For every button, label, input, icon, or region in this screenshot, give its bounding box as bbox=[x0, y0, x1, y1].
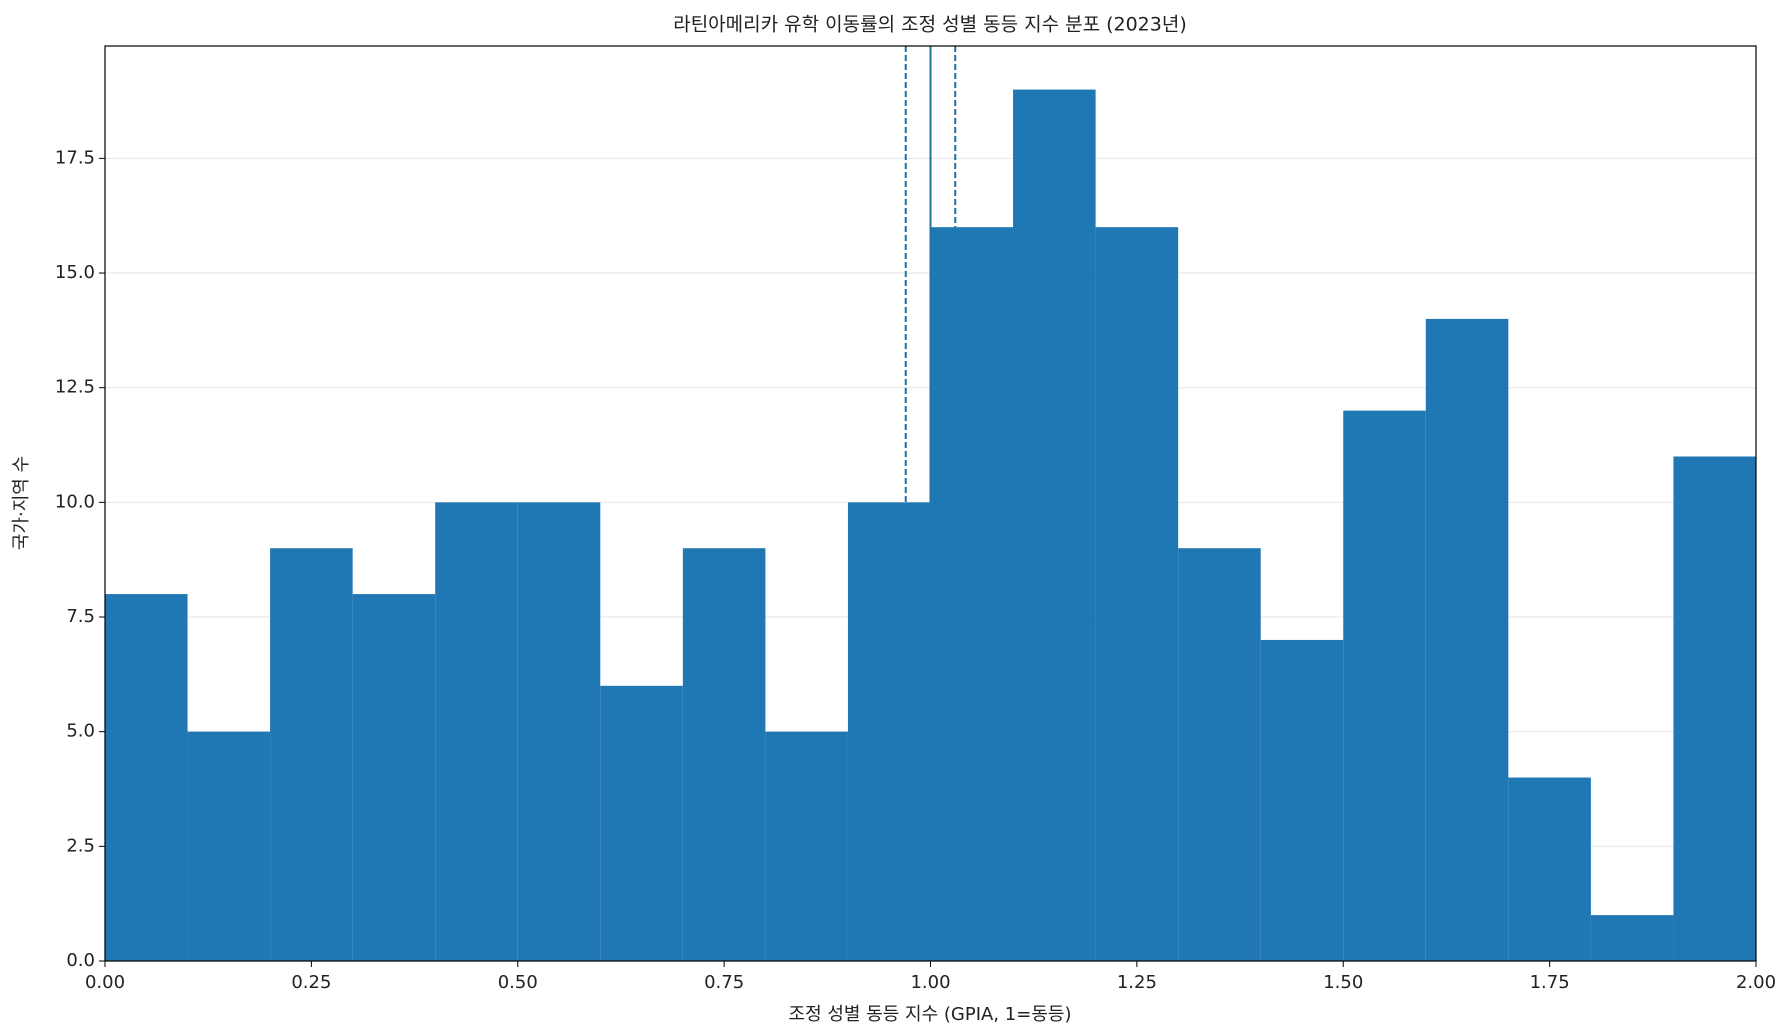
bar bbox=[352, 594, 436, 961]
bar bbox=[435, 502, 518, 961]
y-tick-label: 12.5 bbox=[55, 377, 95, 398]
bar bbox=[930, 227, 1014, 962]
bar bbox=[600, 685, 683, 961]
x-tick-label: 2.00 bbox=[1736, 972, 1776, 993]
y-axis-label: 국가·지역 수 bbox=[11, 456, 32, 550]
bar bbox=[1508, 777, 1591, 961]
x-tick-label: 1.00 bbox=[910, 972, 950, 993]
bar bbox=[1590, 915, 1674, 961]
x-tick-label: 0.75 bbox=[704, 972, 744, 993]
bar bbox=[1013, 89, 1096, 962]
y-tick-label: 7.5 bbox=[66, 606, 95, 627]
bar bbox=[105, 594, 188, 961]
chart-title: 라틴아메리카 유학 이동률의 조정 성별 동등 지수 분포 (2023년) bbox=[673, 14, 1187, 36]
bar bbox=[1095, 227, 1179, 962]
y-tick-label: 17.5 bbox=[55, 147, 95, 168]
bar bbox=[1425, 318, 1509, 961]
bar bbox=[1673, 456, 1756, 961]
x-axis-label: 조정 성별 동등 지수 (GPIA, 1=동등) bbox=[789, 1004, 1072, 1025]
x-tick-label: 1.75 bbox=[1530, 972, 1570, 993]
plot-frame bbox=[104, 45, 1757, 962]
y-tick-label: 0.0 bbox=[66, 950, 95, 971]
y-tick-label: 15.0 bbox=[55, 262, 95, 283]
bar bbox=[847, 502, 931, 961]
bar bbox=[682, 548, 766, 961]
x-tick-label: 0.50 bbox=[498, 972, 538, 993]
bar bbox=[765, 731, 848, 961]
bar bbox=[517, 502, 601, 961]
bar bbox=[1178, 548, 1261, 961]
bar bbox=[187, 731, 271, 961]
bar bbox=[1343, 410, 1426, 962]
bar bbox=[270, 548, 353, 961]
y-tick-label: 10.0 bbox=[55, 491, 95, 512]
y-tick-label: 2.5 bbox=[66, 835, 95, 856]
y-tick-label: 5.0 bbox=[66, 721, 95, 742]
bar bbox=[1260, 639, 1344, 961]
x-tick-label: 1.25 bbox=[1117, 972, 1157, 993]
x-tick-label: 0.00 bbox=[85, 972, 125, 993]
x-tick-label: 1.50 bbox=[1323, 972, 1363, 993]
x-tick-label: 0.25 bbox=[291, 972, 331, 993]
